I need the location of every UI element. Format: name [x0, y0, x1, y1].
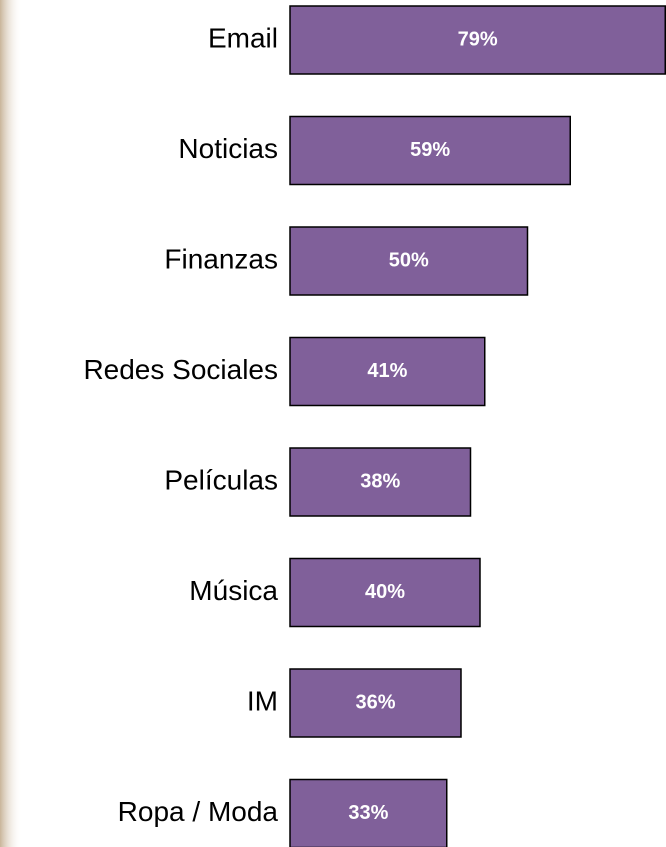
value-label: 59% — [410, 139, 450, 161]
chart: Email 79% Noticias 59% Finanzas 50% Redes Soci… — [0, 0, 666, 847]
value-label: 33% — [348, 802, 388, 824]
category-label: Noticias — [178, 133, 278, 164]
value-label: 50% — [389, 249, 429, 271]
value-label: 38% — [360, 470, 400, 492]
category-label: Ropa / Moda — [118, 796, 279, 827]
category-label: Redes Sociales — [83, 354, 278, 385]
value-label: 40% — [365, 581, 405, 603]
value-label: 36% — [355, 691, 395, 713]
background-photo-edge — [0, 0, 22, 847]
value-label: 41% — [367, 360, 407, 382]
category-label: IM — [247, 685, 278, 716]
category-label: Email — [208, 22, 278, 53]
value-label: 79% — [458, 28, 498, 50]
category-label: Música — [189, 575, 278, 606]
category-label: Películas — [164, 464, 278, 495]
category-label: Finanzas — [164, 243, 278, 274]
